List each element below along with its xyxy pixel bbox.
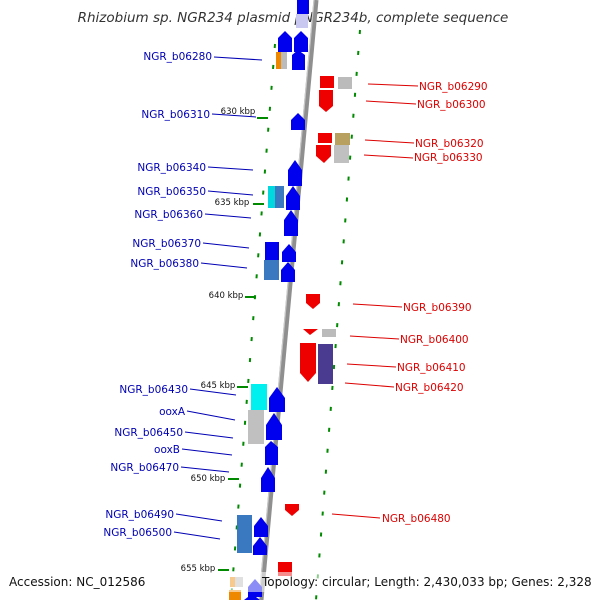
reverse-strand-genes (278, 76, 352, 576)
gene-label[interactable]: ooxA (159, 406, 186, 418)
gene-label[interactable]: NGR_b06340 (137, 162, 206, 174)
gene-label[interactable]: NGR_b06390 (403, 302, 472, 314)
sequence-backbone (258, 0, 319, 600)
gene-label[interactable]: NGR_b06380 (130, 258, 199, 270)
scale-ticks: 630 kbp 635 kbp 640 kbp 645 kbp 650 kbp … (181, 107, 268, 574)
tick-label: 635 kbp (215, 198, 250, 208)
gene-label[interactable]: NGR_b06420 (395, 382, 464, 394)
left-gene-labels: NGR_b06280 NGR_b06310 NGR_b06340 NGR_b06… (103, 51, 212, 539)
right-gene-labels: NGR_b06290 NGR_b06300 NGR_b06320 NGR_b06… (382, 81, 488, 525)
gene-label[interactable]: NGR_b06450 (114, 427, 183, 439)
accession-text: Accession: NC_012586 (9, 575, 145, 589)
outer-track-markers (230, 29, 361, 600)
gene-label[interactable]: NGR_b06370 (132, 238, 201, 250)
forward-strand-genes (229, 0, 309, 600)
tick-label: 630 kbp (221, 107, 256, 117)
gene-label[interactable]: NGR_b06300 (417, 99, 486, 111)
gene-label[interactable]: NGR_b06430 (119, 384, 188, 396)
tick-label: 650 kbp (191, 474, 226, 484)
gene-label[interactable]: NGR_b06400 (400, 334, 469, 346)
map-title: Rhizobium sp. NGR234 plasmid pNGR234b, c… (78, 10, 509, 26)
gene-label[interactable]: NGR_b06310 (141, 109, 210, 121)
tick-label: 655 kbp (181, 564, 216, 574)
gene-label[interactable]: NGR_b06320 (415, 138, 484, 150)
gene-label[interactable]: NGR_b06490 (105, 509, 174, 521)
gene-label[interactable]: NGR_b06280 (143, 51, 212, 63)
left-leader-lines (173, 56, 263, 540)
right-leader-lines (331, 83, 419, 519)
gene-label[interactable]: NGR_b06410 (397, 362, 466, 374)
gene-label[interactable]: NGR_b06290 (419, 81, 488, 93)
topology-text: Topology: circular; Length: 2,430,033 bp… (261, 575, 592, 589)
gene-label[interactable]: NGR_b06470 (110, 462, 179, 474)
tick-label: 645 kbp (201, 381, 236, 391)
gene-label[interactable]: NGR_b06350 (137, 186, 206, 198)
gene-label[interactable]: NGR_b06330 (414, 152, 483, 164)
tick-label: 640 kbp (209, 291, 244, 301)
gene-label[interactable]: NGR_b06480 (382, 513, 451, 525)
gene-label[interactable]: NGR_b06360 (134, 209, 203, 221)
gene-label[interactable]: ooxB (154, 444, 180, 456)
gene-label[interactable]: NGR_b06500 (103, 527, 172, 539)
